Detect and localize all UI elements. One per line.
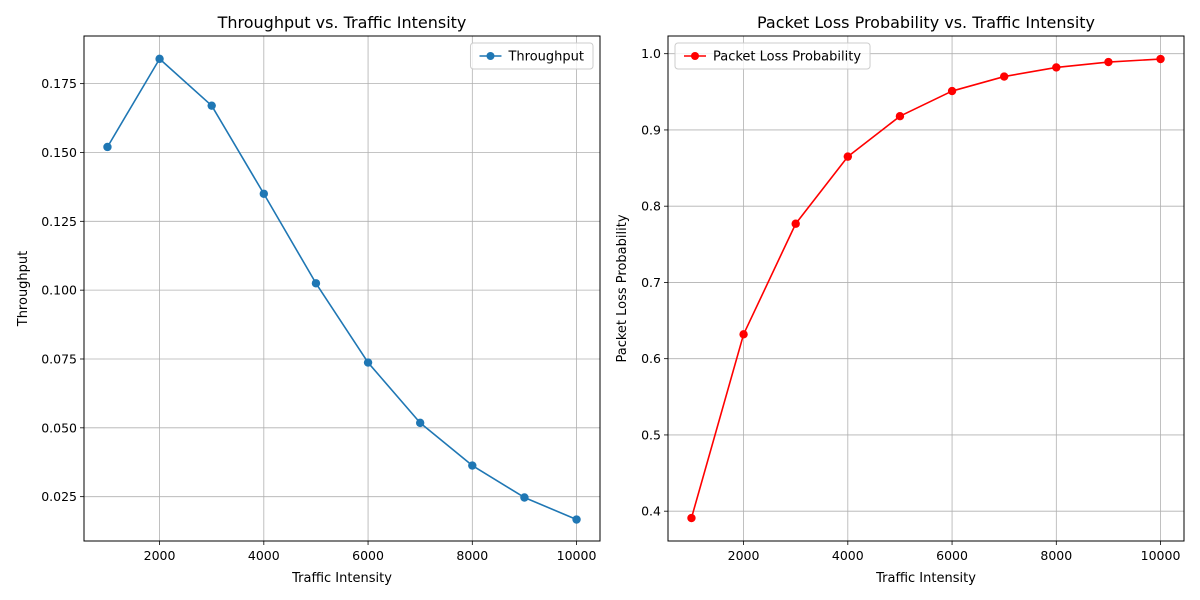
packet-loss-y-tick-label: 0.9 <box>641 122 661 137</box>
throughput-x-tick-label: 6000 <box>352 548 384 563</box>
throughput-legend-label: Throughput <box>507 50 584 65</box>
throughput-data-point <box>311 279 321 288</box>
packet-loss-y-tick-label: 0.6 <box>641 351 661 366</box>
packet-loss-y-tick-label: 0.7 <box>641 275 661 290</box>
throughput-data-point <box>520 493 529 502</box>
packet-loss-legend: Packet Loss Probability <box>674 42 871 70</box>
packet-loss-series <box>687 54 1165 523</box>
packet-loss-x-axis-label: Traffic Intensity <box>875 571 976 586</box>
throughput-x-tick-label: 10000 <box>557 548 597 563</box>
packet-loss-y-tick-label: 0.4 <box>641 504 661 519</box>
packet-loss-data-point <box>1052 63 1061 72</box>
packet-loss-x-tick-label: 10000 <box>1141 548 1181 563</box>
throughput-data-point <box>468 461 477 470</box>
packet-loss-data-point <box>1104 57 1113 67</box>
throughput-subplot: 2000 4000 6000 8000 10000 0.025 0.050 0.075 0.10… <box>16 13 601 586</box>
packet-loss-ticks: 2000 4000 6000 8000 10000 0.4 0.5 0.6 0.7 0.8 0.9 1… <box>641 46 1180 563</box>
throughput-x-tick-label: 8000 <box>456 548 488 563</box>
packet-loss-data-point <box>739 330 748 339</box>
packet-loss-y-tick-label: 0.8 <box>641 199 661 214</box>
throughput-ticks: 2000 4000 6000 8000 10000 0.025 0.050 0.075 0.10… <box>41 76 596 563</box>
throughput-data-point <box>363 358 373 367</box>
throughput-legend-box <box>469 42 594 70</box>
packet-loss-data-point <box>843 152 853 161</box>
throughput-y-tick-label: 0.025 <box>41 489 77 504</box>
throughput-data-point <box>155 54 164 64</box>
throughput-y-tick-label: 0.100 <box>41 283 77 298</box>
packet-loss-data-point <box>999 72 1009 81</box>
packet-loss-legend-marker <box>691 52 699 60</box>
throughput-axes-frame <box>83 35 601 542</box>
throughput-legend: Throughput <box>469 42 594 70</box>
throughput-x-axis-label: Traffic Intensity <box>291 571 392 586</box>
throughput-y-tick-label: 0.050 <box>41 420 77 435</box>
packet-loss-x-tick-label: 8000 <box>1040 548 1072 563</box>
throughput-chart-title: Throughput vs. Traffic Intensity <box>217 13 467 32</box>
packet-loss-y-tick-label: 1.0 <box>641 46 661 61</box>
packet-loss-data-point <box>687 513 696 523</box>
throughput-y-tick-label: 0.075 <box>41 351 77 366</box>
packet-loss-subplot: 2000 4000 6000 8000 10000 0.4 0.5 0.6 0.7 0.8 0.9 1… <box>615 13 1185 586</box>
packet-loss-x-tick-label: 2000 <box>728 548 760 563</box>
throughput-legend-marker <box>486 52 495 60</box>
packet-loss-legend-label: Packet Loss Probability <box>713 50 861 65</box>
throughput-x-tick-label: 4000 <box>248 548 280 563</box>
packet-loss-data-point <box>791 219 800 228</box>
throughput-series-line <box>106 58 577 521</box>
throughput-y-axis-label: Throughput <box>16 251 31 328</box>
throughput-x-tick-label: 2000 <box>144 548 176 563</box>
throughput-grid <box>84 36 600 541</box>
throughput-data-point <box>207 101 216 110</box>
packet-loss-y-tick-label: 0.5 <box>641 427 661 442</box>
packet-loss-chart-title: Packet Loss Probability vs. Traffic Inte… <box>757 13 1095 32</box>
packet-loss-data-point <box>1156 54 1165 64</box>
throughput-series <box>103 54 581 524</box>
packet-loss-series-line <box>690 58 1161 519</box>
throughput-data-point <box>415 418 425 428</box>
packet-loss-y-axis-label: Packet Loss Probability <box>615 214 630 362</box>
packet-loss-legend-box <box>674 42 871 70</box>
packet-loss-x-tick-label: 4000 <box>832 548 864 563</box>
packet-loss-data-point <box>947 86 957 96</box>
throughput-data-point <box>259 189 269 198</box>
throughput-y-tick-label: 0.125 <box>41 214 77 229</box>
throughput-data-point <box>103 142 112 152</box>
packet-loss-axes-frame <box>667 35 1185 542</box>
packet-loss-grid <box>668 36 1184 541</box>
packet-loss-data-point <box>895 112 905 121</box>
packet-loss-x-tick-label: 6000 <box>936 548 968 563</box>
throughput-data-point <box>572 515 581 524</box>
throughput-y-tick-label: 0.175 <box>41 76 77 91</box>
throughput-y-tick-label: 0.150 <box>41 145 77 160</box>
